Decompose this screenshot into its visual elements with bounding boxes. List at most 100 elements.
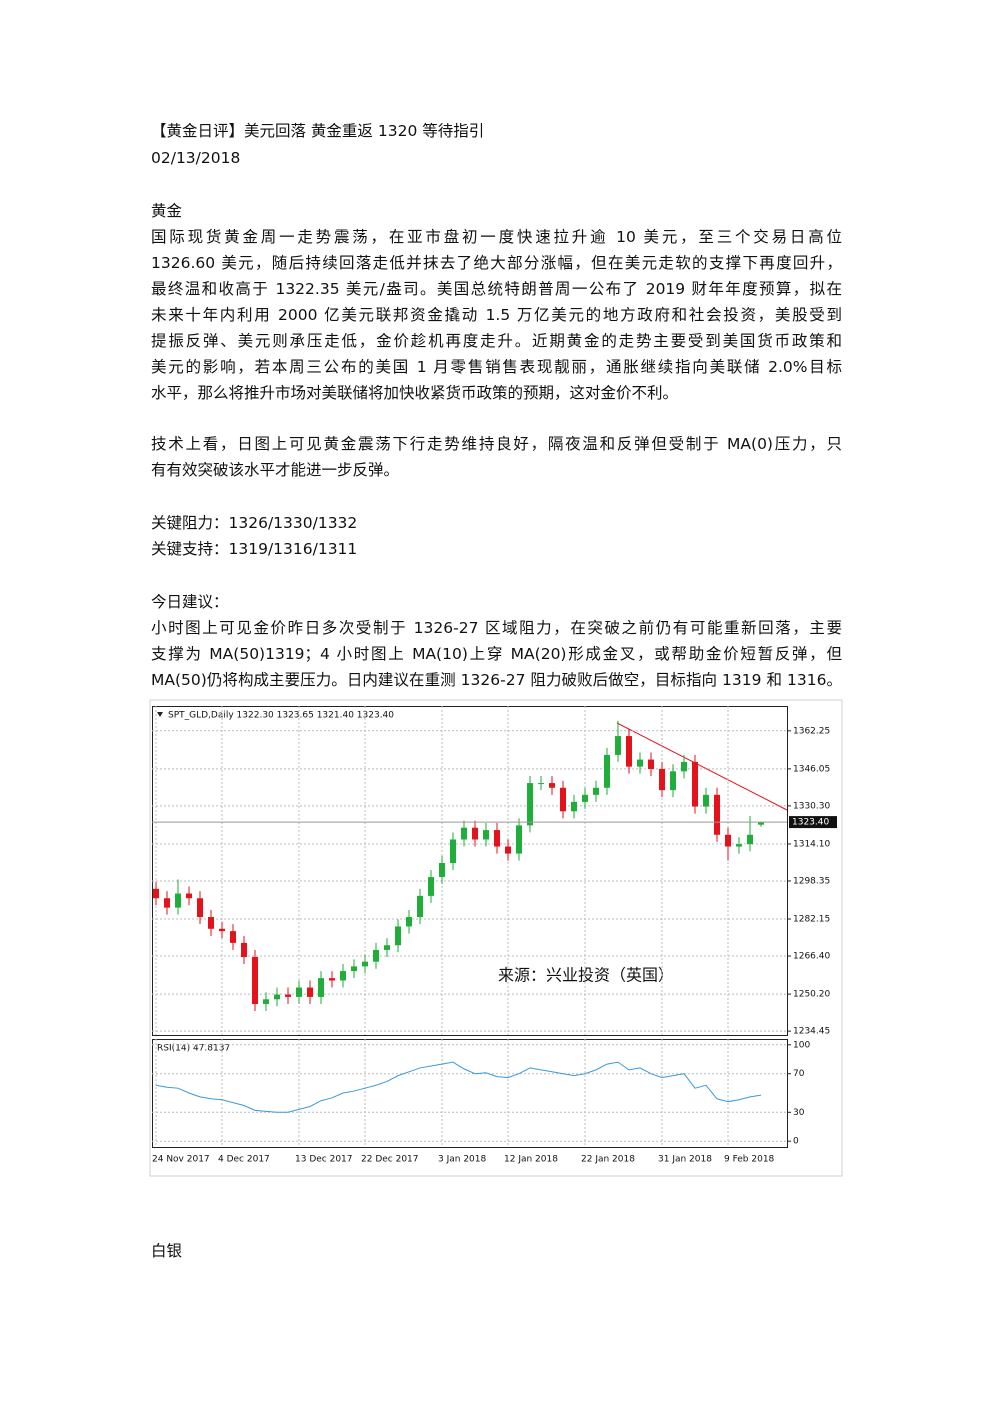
candle-body <box>714 794 720 835</box>
candle-body <box>296 987 302 997</box>
x-tick-label: 24 Nov 2017 <box>152 1155 210 1165</box>
paragraph-line: 未来十年内利用 2000 亿美元联邦资金撬动 1.5 万亿美元的地方政府和社会投… <box>151 306 842 324</box>
candle-body <box>175 893 181 908</box>
y-tick-label: 1330.30 <box>793 801 830 811</box>
paragraph-line: 国际现货黄金周一走势震荡，在亚市盘初一度快速拉升逾 10 美元，至三个交易日高位 <box>151 228 842 246</box>
candle-body <box>516 825 522 854</box>
trend-line <box>616 722 788 811</box>
candle-body <box>351 966 357 972</box>
candle-body <box>527 783 533 826</box>
candle-body <box>450 839 456 863</box>
last-price-box <box>789 816 837 829</box>
rsi-line <box>155 1061 762 1113</box>
date: 02/13/2018 <box>151 149 241 167</box>
candle-body <box>252 956 258 1004</box>
candle-body <box>758 822 764 825</box>
candle-body <box>670 771 676 791</box>
watermark: 来源：兴业投资（英国） <box>498 966 674 985</box>
candle-body <box>230 931 236 943</box>
y-tick-label: 0 <box>793 1137 799 1147</box>
y-tick-label: 1250.20 <box>793 990 830 1000</box>
x-tick-label: 22 Jan 2018 <box>581 1155 635 1165</box>
candle-body <box>164 898 170 908</box>
y-tick-label: 1234.45 <box>793 1027 830 1037</box>
title: 【黄金日评】美元回落 黄金重返 1320 等待指引 <box>151 122 485 140</box>
paragraph-line: MA(50)仍将构成主要压力。日内建议在重测 1326-27 阻力破败后做空，目… <box>151 671 842 689</box>
y-tick-label: 1266.40 <box>793 952 830 962</box>
candle-body <box>153 888 159 899</box>
paragraph-line: 支撑为 MA(50)1319；4 小时图上 MA(10)上穿 MA(20)形成金… <box>151 645 842 663</box>
candle-body <box>384 945 390 950</box>
x-tick-label: 31 Jan 2018 <box>658 1155 712 1165</box>
y-tick-label: 1346.05 <box>793 764 830 774</box>
paragraph-line: 水平，那么将推升市场对美联储将加快收紧货币政策的预期，这对金价不利。 <box>151 384 679 402</box>
paragraph-line: 有有效突破该水平才能进一步反弹。 <box>151 461 400 479</box>
support: 关键支持：1319/1316/1311 <box>151 540 358 558</box>
last-price-label: 1323.40 <box>792 818 829 828</box>
candle-body <box>263 999 269 1004</box>
paragraph-line: 1326.60 美元，随后持续回落走低并抹去了绝大部分涨幅，但在美元走软的支撑下… <box>151 254 842 272</box>
candle-body <box>648 759 654 769</box>
section-heading: 黄金 <box>151 202 183 220</box>
x-tick-label: 12 Jan 2018 <box>504 1155 558 1165</box>
candle-body <box>505 846 511 854</box>
candle-body <box>626 736 632 767</box>
candle-body <box>197 898 203 918</box>
candle-body <box>417 895 423 918</box>
candle-body <box>604 754 610 788</box>
candle-body <box>340 971 346 981</box>
candle-body <box>560 787 566 812</box>
menu-arrow <box>157 712 163 717</box>
x-tick-label: 22 Dec 2017 <box>361 1155 419 1165</box>
candle-body <box>615 736 621 755</box>
candle-body <box>637 759 643 767</box>
candle-body <box>549 783 555 788</box>
candle-body <box>593 787 599 795</box>
paragraph-line: 小时图上可见金价昨日多次受制于 1326-27 区域阻力，在突破之前仍有可能重新… <box>151 619 842 637</box>
candle-body <box>395 926 401 946</box>
candle-body <box>483 830 489 840</box>
section-heading: 白银 <box>151 1242 183 1260</box>
candle-body <box>472 827 478 840</box>
candle-body <box>406 917 412 927</box>
candle-body <box>439 862 445 878</box>
y-tick-label: 70 <box>793 1069 805 1079</box>
main-panel <box>152 706 788 1036</box>
y-tick-label: 1362.25 <box>793 726 830 736</box>
candle-body <box>318 978 324 997</box>
x-tick-label: 4 Dec 2017 <box>218 1155 270 1165</box>
chart-frame <box>149 699 843 1177</box>
candle-body <box>538 783 544 785</box>
y-tick-label: 1314.10 <box>793 839 830 849</box>
candle-body <box>681 761 687 772</box>
rsi-label: RSI(14) 47.8137 <box>157 1044 230 1054</box>
candle-body <box>725 834 731 847</box>
paragraph-line: 技术上看，日图上可见黄金震荡下行走势维持良好，隔夜温和反弹但受制于 MA(0)压… <box>151 435 842 453</box>
candle-body <box>494 830 500 847</box>
paragraph-line: 美元的影响，若本周三公布的美国 1 月零售销售表现靓丽，通胀继续指向美联储 2.… <box>151 358 842 376</box>
advice-heading: 今日建议： <box>151 593 229 611</box>
candle-body <box>285 994 291 997</box>
candle-body <box>461 827 467 840</box>
candle-body <box>219 928 225 932</box>
y-tick-label: 1298.35 <box>793 876 830 886</box>
candle-body <box>703 794 709 807</box>
x-tick-label: 9 Feb 2018 <box>724 1155 775 1165</box>
resistance: 关键阻力：1326/1330/1332 <box>151 514 358 532</box>
candle-body <box>362 961 368 967</box>
x-tick-label: 3 Jan 2018 <box>438 1155 486 1165</box>
paragraph-line: 提振反弹、美元则承压走低，金价趁机再度走升。近期黄金的走势主要受到美国货币政策和 <box>151 332 842 350</box>
y-tick-label: 100 <box>793 1040 810 1050</box>
candle-body <box>692 761 698 807</box>
candle-body <box>571 801 577 812</box>
candle-body <box>186 893 192 899</box>
candle-body <box>582 794 588 802</box>
candle-body <box>428 877 434 896</box>
candle-body <box>274 994 280 1000</box>
candle-body <box>241 942 247 957</box>
x-tick-label: 13 Dec 2017 <box>295 1155 353 1165</box>
chart-header: SPT_GLD,Daily 1322.30 1323.65 1321.40 13… <box>168 711 394 721</box>
candle-body <box>373 949 379 962</box>
